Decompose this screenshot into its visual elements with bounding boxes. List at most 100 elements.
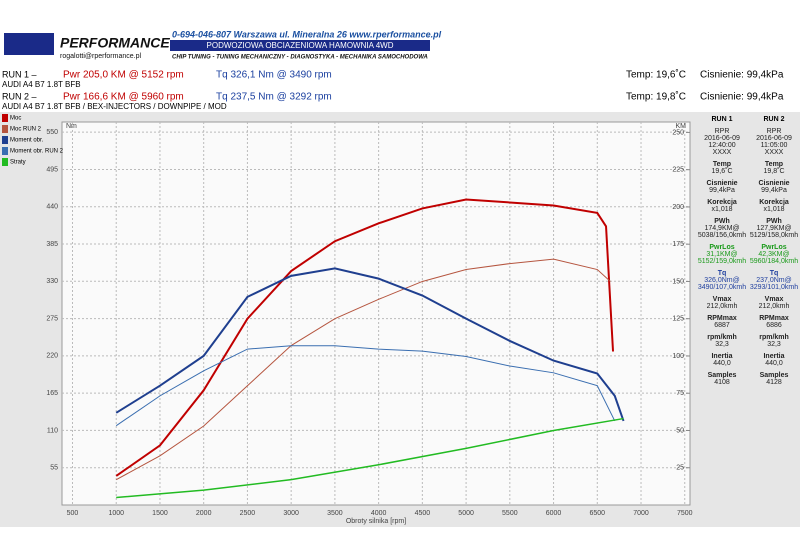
panel-row: PwrLos 31,1KM@ 5152/159,0kmh PwrLos 42,3KM@ 5… <box>696 244 800 265</box>
run-torque: Tq 326,1 Nm @ 3490 rpm <box>216 70 332 81</box>
row-label: Cisnienie <box>706 180 738 187</box>
run-torque: Tq 237,5 Nm @ 3292 rpm <box>216 92 332 103</box>
row-value: 5152/159,0kmh <box>697 258 747 265</box>
x-tick-label: 3000 <box>283 510 299 517</box>
y2-tick-label: 25 <box>676 465 684 472</box>
y2-tick-label: 175 <box>672 241 684 248</box>
banner: PODWOZIOWA OBCIAZENIOWA HAMOWNIA 4WD <box>207 41 394 50</box>
panel-cell: Tq 326,0Nm@ 3490/107,0kmh <box>696 270 748 291</box>
run-car: AUDI A4 B7 1.8T BFB <box>2 80 81 89</box>
row-value: 11:05:00 <box>760 142 788 149</box>
y-tick-label: 330 <box>46 278 58 285</box>
plot-area <box>61 121 691 506</box>
panel-cell: Vmax 212,0kmh <box>748 296 800 310</box>
y2-tick-label: 150 <box>672 278 684 285</box>
panel-cell: Tq 237,0Nm@ 3293/101,0kmh <box>748 270 800 291</box>
panel-row: PWh 174,9KM@ 5038/156,0kmh PWh 127,9KM@ 5129/… <box>696 218 800 239</box>
panel-cell: PWh 127,9KM@ 5129/158,0kmh <box>748 218 800 239</box>
logo-mark <box>4 33 54 55</box>
logo: PERFORMANCE <box>60 35 170 51</box>
row-label: Korekcja <box>759 199 789 206</box>
panel-cell: PWh 174,9KM@ 5038/156,0kmh <box>696 218 748 239</box>
run-label: RUN 2 – <box>2 91 37 101</box>
services: CHIP TUNING - TUNING MECHANICZNY - DIAGN… <box>172 55 428 61</box>
y-axis-label: Nm <box>66 123 77 130</box>
x-tick-label: 500 <box>67 510 79 517</box>
panel-row: Inertia 440,0 Inertia 440,0 <box>696 353 800 367</box>
legend-swatch <box>2 147 8 155</box>
row-value: XXXX <box>712 149 732 156</box>
column-title: RUN 2 <box>763 116 785 123</box>
y2-tick-label: 125 <box>672 316 684 323</box>
panel-cell: Vmax 212,0kmh <box>696 296 748 310</box>
row-value: RPR <box>766 128 782 135</box>
series-line <box>116 417 624 499</box>
legend-label: Moc RUN 2 <box>10 127 42 133</box>
row-label: Vmax <box>764 296 784 303</box>
x-tick-label: 6000 <box>546 510 562 517</box>
row-value: 19,8˚C <box>763 168 785 175</box>
panel-row: Vmax 212,0kmh Vmax 212,0kmh <box>696 296 800 310</box>
y2-axis-label: KM <box>676 123 687 130</box>
run-temp: Temp: 19,8˚C <box>626 91 686 103</box>
row-label: Korekcja <box>707 199 737 206</box>
row-value: x1,018 <box>711 206 733 213</box>
row-value: 212,0kmh <box>706 303 738 310</box>
panel-cell: Samples 4108 <box>696 372 748 386</box>
panel-cell: Korekcja x1,018 <box>696 199 748 213</box>
row-value: 440,0 <box>713 360 731 367</box>
row-label: Samples <box>759 372 789 379</box>
row-value: 212,0kmh <box>758 303 790 310</box>
row-value: 6887 <box>714 322 730 329</box>
email: rogalotti@rperformance.pl <box>60 53 141 60</box>
y-tick-label: 495 <box>46 166 58 173</box>
series-line <box>115 258 611 481</box>
row-value: 2016-06-09 <box>704 135 740 142</box>
run-car: AUDI A4 B7 1.8T BFB / BEX-INJECTORS / DO… <box>2 102 227 111</box>
y2-tick-label: 100 <box>672 353 684 360</box>
x-tick-label: 7500 <box>677 510 693 517</box>
series-line <box>115 345 616 427</box>
row-label: PwrLos <box>761 244 787 251</box>
y2-tick-label: 75 <box>676 390 684 397</box>
row-label: PwrLos <box>709 244 735 251</box>
row-value: 174,9KM@ <box>704 225 740 232</box>
row-label: RPMmax <box>707 315 737 322</box>
row-label: Samples <box>707 372 737 379</box>
legend-label: Moc <box>10 116 21 122</box>
y-tick-label: 220 <box>46 353 58 360</box>
x-tick-label: 1000 <box>108 510 124 517</box>
x-tick-label: 5500 <box>502 510 518 517</box>
panel-row: Temp 19,6˚C Temp 19,8˚C <box>696 161 800 175</box>
row-value: 32,3 <box>715 341 729 348</box>
row-value: 5038/156,0kmh <box>697 232 747 239</box>
legend-label: Moment obr. <box>10 138 44 144</box>
panel-cell: PwrLos 42,3KM@ 5960/184,0kmh <box>748 244 800 265</box>
row-value: 6886 <box>766 322 782 329</box>
row-value: 5960/184,0kmh <box>749 258 799 265</box>
row-label: Vmax <box>712 296 732 303</box>
panel-row: RPMmax 6887 RPMmax 6886 <box>696 315 800 329</box>
y-tick-label: 550 <box>46 129 58 136</box>
panel-cell: RPMmax 6886 <box>748 315 800 329</box>
x-tick-label: 1500 <box>152 510 168 517</box>
row-value: RPR <box>714 128 730 135</box>
x-tick-label: 6500 <box>589 510 605 517</box>
run-pressure: Cisnienie: 99,4kPa <box>700 70 784 81</box>
x-tick-label: 4000 <box>371 510 387 517</box>
panel-cell: PwrLos 31,1KM@ 5152/159,0kmh <box>696 244 748 265</box>
panel-cell: Temp 19,8˚C <box>748 161 800 175</box>
y-tick-label: 55 <box>50 465 58 472</box>
panel-cell: Korekcja x1,018 <box>748 199 800 213</box>
row-label: Inertia <box>763 353 785 360</box>
y-tick-label: 165 <box>46 390 58 397</box>
legend-label: Straty <box>10 160 26 166</box>
x-tick-label: 7000 <box>633 510 649 517</box>
x-tick-label: 4500 <box>415 510 431 517</box>
row-value: 5129/158,0kmh <box>749 232 799 239</box>
panel-cell: rpm/kmh 32,3 <box>696 334 748 348</box>
legend-swatch <box>2 114 8 122</box>
row-value: 31,1KM@ <box>706 251 738 258</box>
row-label: Temp <box>712 161 732 168</box>
